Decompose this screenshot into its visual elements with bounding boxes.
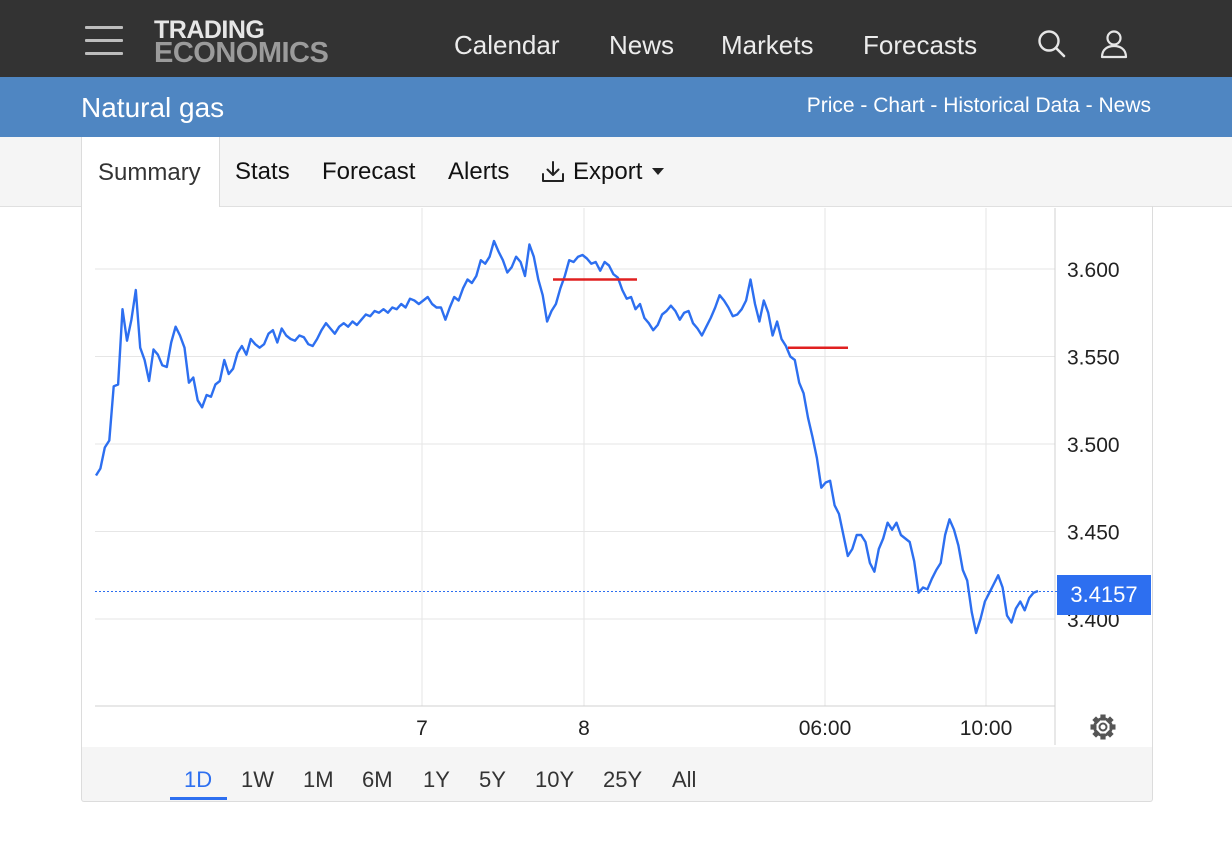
link-news[interactable]: News — [1098, 94, 1151, 117]
tab-forecast[interactable]: Forecast — [322, 158, 416, 185]
range-6m[interactable]: 6M — [362, 767, 393, 792]
link-chart[interactable]: Chart — [873, 94, 925, 117]
sub-links: Price - Chart - Historical Data - News — [807, 94, 1151, 118]
nav-markets[interactable]: Markets — [721, 30, 814, 60]
page-title: Natural gas — [81, 92, 225, 123]
search-icon[interactable] — [1036, 28, 1068, 60]
tab-summary[interactable]: Summary — [81, 137, 220, 207]
x-tick-label: 06:00 — [799, 717, 852, 740]
link-separator: - — [1079, 94, 1099, 117]
y-tick-label: 3.550 — [1067, 347, 1120, 370]
range-10y[interactable]: 10Y — [535, 767, 575, 792]
tab-stats[interactable]: Stats — [235, 158, 290, 185]
gear-icon[interactable] — [1090, 714, 1116, 740]
chart-frame — [81, 206, 1153, 747]
tab-summary-label: Summary — [98, 159, 201, 186]
x-tick-label: 8 — [578, 717, 590, 740]
top-navbar: TRADING ECONOMICS Calendar News Markets … — [0, 0, 1232, 77]
range-all[interactable]: All — [672, 767, 697, 792]
range-active-indicator — [170, 797, 227, 800]
logo-line-1: TRADING — [154, 16, 265, 44]
range-1m[interactable]: 1M — [303, 767, 334, 792]
range-selector — [81, 747, 1153, 802]
link-price[interactable]: Price — [806, 94, 855, 117]
range-1d[interactable]: 1D — [184, 767, 213, 792]
menu-icon[interactable] — [85, 25, 123, 55]
download-icon — [542, 161, 564, 182]
caret-down-icon — [652, 168, 664, 175]
site-logo[interactable]: TRADING ECONOMICS — [154, 16, 329, 69]
user-icon[interactable] — [1098, 28, 1130, 60]
nav-calendar[interactable]: Calendar — [454, 30, 560, 60]
link-separator: - — [924, 94, 944, 117]
x-tick-label: 10:00 — [960, 717, 1013, 740]
link-separator: - — [854, 94, 874, 117]
link-historical-data[interactable]: Historical Data — [943, 94, 1080, 117]
title-bar — [0, 77, 1232, 137]
y-tick-label: 3.450 — [1067, 522, 1120, 545]
range-25y[interactable]: 25Y — [603, 767, 643, 792]
nav-news[interactable]: News — [609, 30, 675, 60]
range-1w[interactable]: 1W — [241, 767, 274, 792]
price-series-line — [94, 239, 1039, 635]
x-tick-label: 7 — [416, 717, 428, 740]
export-label: Export — [573, 158, 643, 185]
range-1y[interactable]: 1Y — [423, 767, 450, 792]
last-price-badge: 3.4157 — [1057, 575, 1151, 615]
logo-line-2: ECONOMICS — [154, 37, 329, 69]
y-tick-label: 3.500 — [1067, 434, 1120, 457]
y-tick-label: 3.600 — [1067, 259, 1120, 282]
tab-alerts[interactable]: Alerts — [448, 158, 510, 185]
nav-forecasts[interactable]: Forecasts — [863, 30, 978, 60]
range-5y[interactable]: 5Y — [479, 767, 506, 792]
